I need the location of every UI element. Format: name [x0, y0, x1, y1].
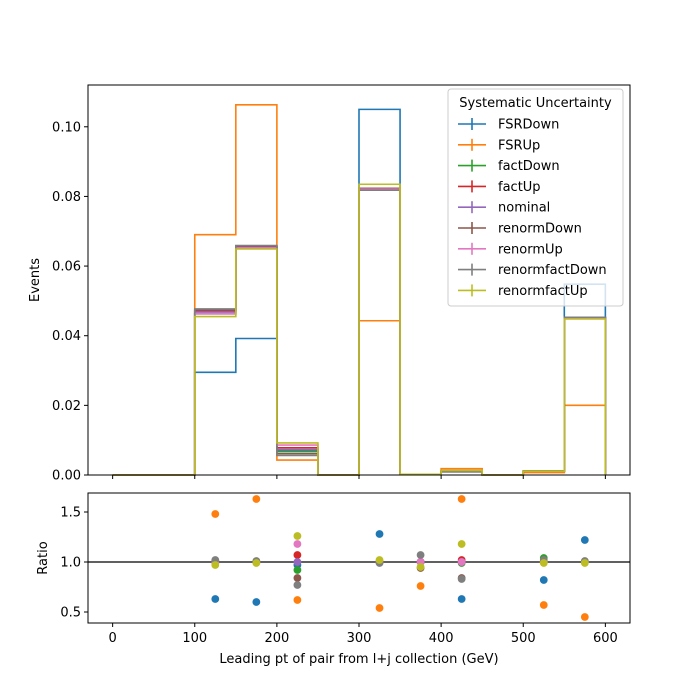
legend-label-nominal: nominal	[498, 201, 550, 216]
x-tick-label: 100	[182, 631, 207, 646]
ratio-point-renormUp	[293, 540, 302, 548]
ratio-point-renormfactUp	[416, 563, 425, 571]
legend-entry-renormfactUp: renormfactUp	[458, 284, 588, 299]
main-y-tick-label: 0.02	[52, 399, 81, 414]
legend-entry-renormfactDown: renormfactDown	[458, 263, 607, 278]
legend-label-renormDown: renormDown	[498, 222, 582, 237]
ratio-point-renormfactUp	[293, 532, 302, 540]
ratio-point-renormfactUp	[580, 559, 589, 567]
main-y-tick-label: 0.08	[52, 190, 81, 205]
ratio-point-renormfactUp	[252, 559, 261, 567]
main-y-tick-label: 0.00	[52, 469, 81, 484]
ratio-point-FSRUp	[580, 613, 589, 621]
main-y-axis-label: Events	[28, 258, 43, 302]
legend-label-renormfactDown: renormfactDown	[498, 263, 607, 278]
ratio-points	[211, 495, 589, 621]
ratio-point-renormfactUp	[457, 540, 466, 548]
legend-entry-factDown: factDown	[458, 159, 560, 174]
ratio-point-FSRDown	[375, 530, 384, 538]
ratio-y-tick-label: 1.5	[60, 506, 81, 521]
main-x-ticks	[112, 475, 606, 479]
hist-step-renormfactUp	[112, 183, 607, 476]
ratio-point-renormDown	[293, 574, 302, 582]
ratio-y-ticks: 0.5 1.0 1.5	[60, 506, 88, 621]
ratio-point-renormfactUp	[375, 556, 384, 564]
ratio-point-FSRUp	[211, 510, 220, 518]
ratio-point-FSRUp	[457, 495, 466, 503]
x-tick-label: 600	[593, 631, 618, 646]
x-axis-label: Leading pt of pair from l+j collection (…	[219, 652, 498, 667]
legend-entry-renormUp: renormUp	[458, 242, 563, 257]
x-tick-label: 0	[108, 631, 116, 646]
ratio-point-nominal	[293, 558, 302, 566]
legend-title: Systematic Uncertainty	[459, 96, 612, 111]
main-panel: 0.00 0.02 0.04 0.06 0.08 0.10 Events Systemat…	[28, 84, 631, 484]
legend-label-factUp: factUp	[498, 180, 541, 195]
ratio-point-factDown	[293, 566, 302, 574]
ratio-panel: 0.5 1.0 1.5 0 100 200 300 400 500 600 Ratio Lead…	[36, 492, 631, 667]
ratio-point-FSRUp	[293, 596, 302, 604]
main-y-ticks: 0.00 0.02 0.04 0.06 0.08 0.10	[52, 120, 88, 484]
legend-label-renormfactUp: renormfactUp	[498, 284, 588, 299]
ratio-point-renormfactUp	[211, 561, 220, 569]
ratio-point-renormUp	[457, 558, 466, 566]
legend: Systematic Uncertainty FSRDown FSRUp factD…	[447, 88, 624, 307]
ratio-point-FSRDown	[580, 536, 589, 544]
legend-label-FSRUp: FSRUp	[498, 138, 540, 153]
ratio-y-tick-label: 1.0	[60, 556, 81, 571]
main-y-tick-label: 0.10	[52, 120, 81, 135]
legend-entry-renormDown: renormDown	[458, 222, 582, 237]
ratio-point-renormfactDown	[416, 551, 425, 559]
legend-entry-FSRUp: FSRUp	[458, 138, 540, 153]
legend-entries: FSRDown FSRUp factDown factUp nominal renormD…	[458, 118, 607, 299]
ratio-y-tick-label: 0.5	[60, 606, 81, 621]
ratio-point-FSRDown	[252, 598, 261, 606]
ratio-point-FSRDown	[539, 576, 548, 584]
legend-entry-nominal: nominal	[458, 201, 550, 216]
ratio-point-FSRDown	[211, 595, 220, 603]
ratio-point-renormfactUp	[539, 559, 548, 567]
ratio-x-ticks: 0 100 200 300 400 500 600	[108, 623, 618, 646]
x-tick-label: 300	[347, 631, 372, 646]
ratio-point-renormfactDown	[293, 581, 302, 589]
ratio-point-FSRDown	[457, 595, 466, 603]
main-y-tick-label: 0.06	[52, 260, 81, 275]
ratio-point-factUp	[293, 551, 302, 559]
main-histogram-steps	[112, 104, 607, 476]
x-tick-label: 400	[429, 631, 454, 646]
ratio-point-FSRUp	[416, 582, 425, 590]
ratio-point-renormfactDown	[457, 575, 466, 583]
x-tick-label: 200	[264, 631, 289, 646]
main-y-tick-label: 0.04	[52, 329, 81, 344]
ratio-point-FSRUp	[539, 601, 548, 609]
x-tick-label: 500	[511, 631, 536, 646]
legend-label-factDown: factDown	[498, 159, 560, 174]
ratio-y-axis-label: Ratio	[36, 541, 51, 574]
legend-entry-FSRDown: FSRDown	[458, 118, 559, 133]
legend-entry-factUp: factUp	[458, 180, 541, 195]
legend-label-FSRDown: FSRDown	[498, 118, 559, 133]
hist-step-FSRUp	[112, 104, 607, 476]
ratio-point-FSRUp	[375, 604, 384, 612]
legend-box	[447, 88, 624, 307]
ratio-point-FSRUp	[252, 495, 261, 503]
legend-label-renormUp: renormUp	[498, 242, 563, 257]
